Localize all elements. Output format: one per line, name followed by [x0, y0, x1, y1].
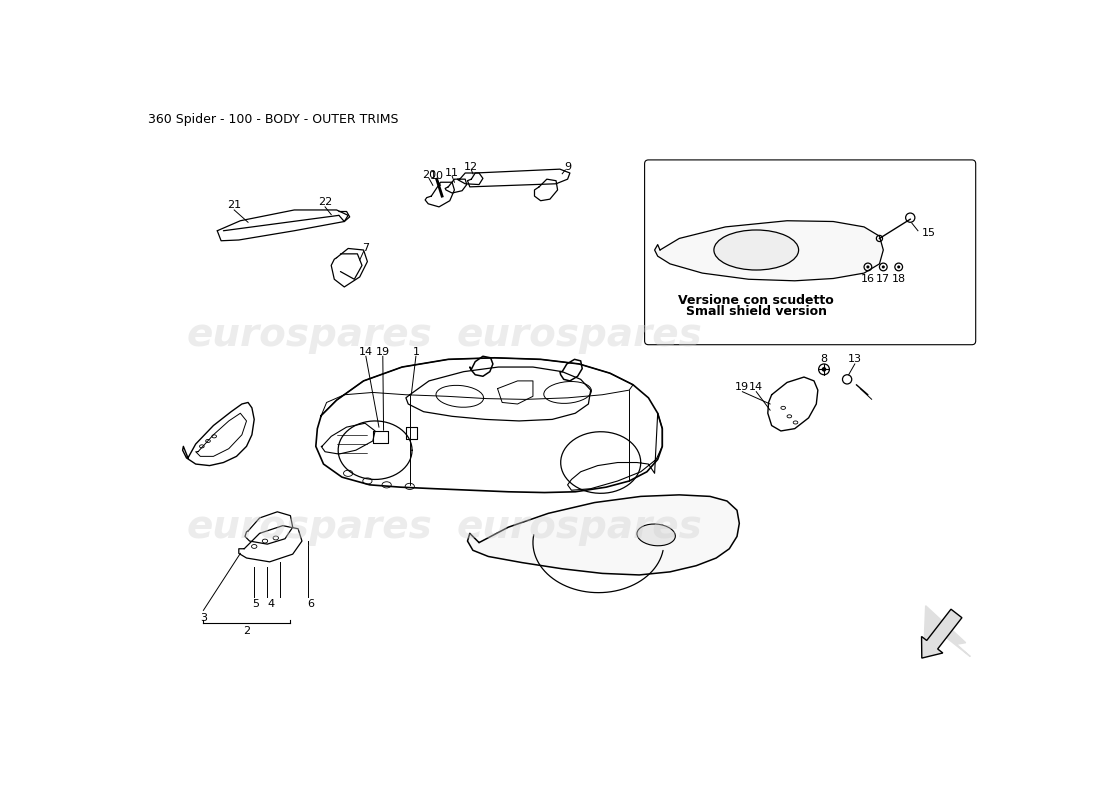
Text: 2: 2: [243, 626, 250, 636]
Text: 16: 16: [861, 274, 875, 284]
Text: eurospares: eurospares: [187, 316, 432, 354]
Text: eurospares: eurospares: [456, 508, 702, 546]
Polygon shape: [468, 495, 739, 575]
Circle shape: [882, 266, 884, 269]
Polygon shape: [924, 606, 970, 657]
Text: 6: 6: [308, 599, 315, 610]
Text: 19: 19: [376, 346, 389, 357]
Text: eurospares: eurospares: [456, 316, 702, 354]
Text: 15: 15: [922, 228, 936, 238]
Text: 3: 3: [200, 613, 207, 623]
Circle shape: [898, 266, 900, 269]
Text: 4: 4: [267, 599, 275, 610]
Text: 22: 22: [318, 198, 332, 207]
FancyArrow shape: [922, 609, 961, 658]
Text: 12: 12: [464, 162, 478, 172]
Text: 360 Spider - 100 - BODY - OUTER TRIMS: 360 Spider - 100 - BODY - OUTER TRIMS: [147, 113, 398, 126]
Text: 20: 20: [422, 170, 436, 179]
Text: Small shield version: Small shield version: [685, 305, 827, 318]
Text: 18: 18: [892, 274, 905, 284]
Text: 19: 19: [735, 382, 749, 392]
Text: 11: 11: [446, 168, 459, 178]
Ellipse shape: [714, 230, 799, 270]
Text: 1: 1: [412, 346, 419, 357]
Text: 8: 8: [821, 354, 827, 364]
Text: 14: 14: [359, 346, 373, 357]
Text: 13: 13: [848, 354, 861, 364]
Text: eurospares: eurospares: [187, 508, 432, 546]
Text: 7: 7: [362, 243, 370, 254]
Text: 10: 10: [430, 171, 443, 181]
Text: 14: 14: [749, 382, 763, 392]
Polygon shape: [654, 221, 883, 281]
Text: 5: 5: [252, 599, 260, 610]
Text: 17: 17: [877, 274, 890, 284]
Text: Versione con scudetto: Versione con scudetto: [679, 294, 834, 306]
Text: 9: 9: [564, 162, 571, 172]
Circle shape: [867, 266, 869, 269]
Ellipse shape: [637, 524, 675, 546]
Circle shape: [822, 367, 826, 372]
Text: 21: 21: [227, 200, 241, 210]
